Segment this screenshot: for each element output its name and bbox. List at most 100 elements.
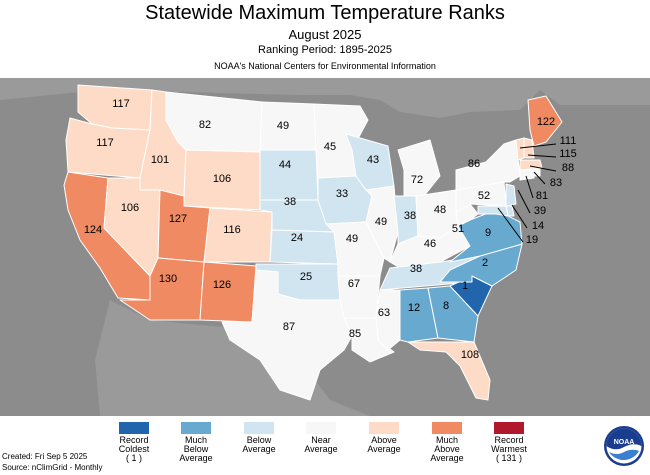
legend-label: Record Coldest( 1 ): [99, 436, 169, 463]
state-rank-co: 116: [223, 224, 241, 236]
us-state-map: 117 117 124 101 106 8 2 106 127 130 116 126 49 44 38 24…: [0, 78, 650, 416]
leader-line-ma: [529, 165, 557, 172]
legend-label-line: Near: [311, 435, 331, 445]
state-rank-va: 9: [485, 227, 491, 239]
state-rank-nv: 106: [121, 202, 139, 214]
state-rank-ri: 83: [550, 177, 562, 189]
state-rank-nc: 2: [482, 257, 488, 269]
state-fl: [407, 341, 491, 401]
legend-label: Much Above Average: [412, 436, 482, 463]
leader-line-ct: [525, 175, 534, 199]
state-nj: [505, 183, 517, 207]
state-ct: [519, 169, 535, 181]
legend-label-line: ( 131 ): [495, 453, 522, 463]
state-al: [399, 287, 439, 343]
canada-region: [0, 78, 650, 118]
state-rank-in: 38: [404, 210, 416, 222]
state-rank-wv: 51: [452, 223, 464, 235]
ranking-period: Ranking Period: 1895-2025: [258, 44, 392, 56]
state-ms: [375, 289, 401, 351]
leader-line-ri: [533, 171, 546, 185]
legend-label: Above Average: [349, 436, 419, 454]
state-rank-md: 19: [526, 234, 538, 246]
state-rank-az: 130: [159, 273, 177, 285]
legend-label-line: Record: [494, 435, 524, 445]
state-me: [527, 95, 563, 147]
state-ks: [269, 229, 339, 265]
state-rank-ut: 127: [169, 213, 187, 225]
state-rank-al: 12: [408, 302, 420, 314]
state-rank-oh: 48: [434, 204, 446, 216]
legend-label-line: Above: [371, 435, 397, 445]
state-rank-de: 14: [532, 220, 544, 232]
state-rank-ks: 24: [291, 232, 303, 244]
legend-label-line: Average: [242, 444, 276, 454]
state-rank-me: 122: [537, 116, 555, 128]
state-rank-mn: 45: [324, 141, 336, 153]
state-mt: [165, 91, 263, 153]
state-rank-tx: 87: [283, 321, 295, 333]
state-rank-ct: 81: [536, 190, 548, 202]
legend-label-line: Below: [183, 444, 209, 454]
state-rank-pa: 52: [478, 190, 490, 202]
page-subtitle: August 2025: [288, 27, 362, 42]
legend-label-line: Record: [119, 435, 149, 445]
legend-label-line: Above: [434, 444, 460, 454]
state-nc: [439, 243, 523, 287]
state-rank-il: 49: [375, 216, 387, 228]
state-rank-wi: 43: [367, 154, 379, 166]
state-rank-or: 117: [96, 137, 114, 149]
legend-label: Below Average: [224, 436, 294, 454]
state-va: [449, 209, 523, 263]
data-source: Source: nClimGrid - Monthly: [2, 463, 103, 472]
state-rank-ia: 33: [336, 188, 348, 200]
state-rank-nh: 115: [559, 148, 577, 160]
state-rank-ne: 38: [284, 196, 296, 208]
leader-line-nj: [517, 189, 531, 214]
state-rank-wa: 117: [112, 98, 130, 110]
legend-swatch: [119, 422, 149, 434]
state-tx: [221, 269, 353, 401]
legend-label-line: Warmest: [491, 444, 527, 454]
state-rank-mo: 49: [346, 233, 358, 245]
state-rank-ny: 86: [468, 158, 480, 170]
legend-label-line: Average: [304, 444, 338, 454]
state-nm: [199, 261, 257, 323]
legend-label: Much Below Average: [161, 436, 231, 463]
state-rank-ms: 63: [378, 307, 390, 319]
state-sd: [259, 149, 319, 201]
state-il: [365, 185, 399, 263]
legend-label-line: Below: [246, 435, 272, 445]
legend-label: Near Average: [286, 436, 356, 454]
leader-line-md: [497, 207, 524, 243]
state-rank-wy: 106: [213, 173, 231, 185]
state-rank-ma: 88: [562, 162, 574, 174]
state-rank-ga: 8: [443, 300, 449, 312]
legend-swatch: [494, 422, 524, 434]
legend-swatch: [181, 422, 211, 434]
state-rank-la: 85: [349, 328, 361, 340]
noaa-logo-text: NOAA: [614, 439, 635, 446]
legend-label-line: Average: [179, 453, 213, 463]
leader-line-vt: [519, 143, 557, 149]
state-rank-ca: 124: [84, 224, 102, 236]
state-wy: [183, 149, 261, 211]
leader-line-de: [511, 204, 528, 229]
state-rank-sc: 1: [462, 280, 468, 292]
leader-line-nh: [527, 154, 557, 158]
state-rank-fl: 108: [461, 349, 479, 361]
state-rank-nm: 126: [213, 279, 231, 291]
created-date: Created: Fri Sep 5 2025: [2, 452, 88, 461]
state-ga: [427, 285, 479, 343]
state-rank-id: 101: [151, 154, 169, 166]
noaa-logo: NOAA: [604, 426, 644, 466]
legend-swatch: [369, 422, 399, 434]
page-title: Statewide Maximum Temperature Ranks: [145, 2, 505, 24]
state-rank-nj: 39: [534, 205, 546, 217]
state-md: [477, 205, 509, 217]
state-rank-vt: 111: [560, 135, 577, 147]
state-rank-sd: 44: [279, 159, 291, 171]
legend-label-line: Much: [184, 435, 207, 445]
state-rank-ar: 67: [348, 278, 360, 290]
agency-name: NOAA's National Centers for Environmenta…: [214, 61, 436, 71]
